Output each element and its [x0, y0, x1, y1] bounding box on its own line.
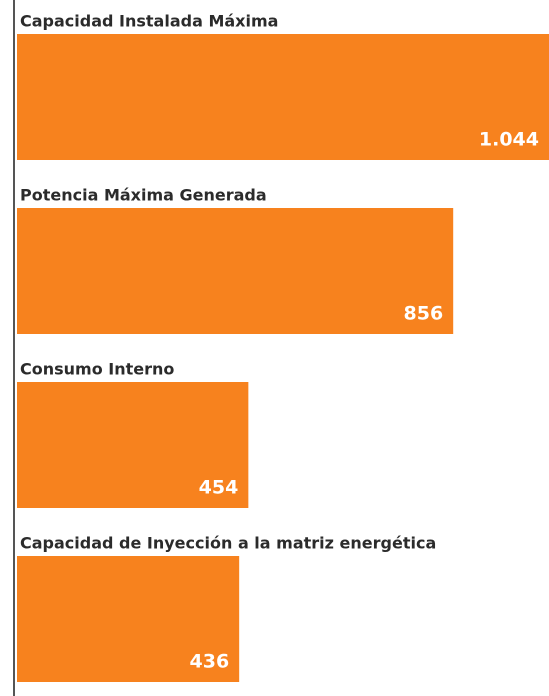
value-label: 454: [199, 477, 239, 499]
category-label: Consumo Interno: [20, 360, 174, 379]
bar: [17, 556, 240, 682]
value-label: 436: [190, 651, 230, 673]
bar: [17, 382, 249, 508]
category-label: Potencia Máxima Generada: [20, 186, 267, 205]
value-label: 1.044: [479, 129, 539, 151]
category-label: Capacidad de Inyección a la matriz energ…: [20, 534, 436, 553]
category-label: Capacidad Instalada Máxima: [20, 12, 278, 31]
bar: [17, 34, 549, 160]
bar: [17, 208, 454, 334]
value-label: 856: [404, 303, 444, 325]
